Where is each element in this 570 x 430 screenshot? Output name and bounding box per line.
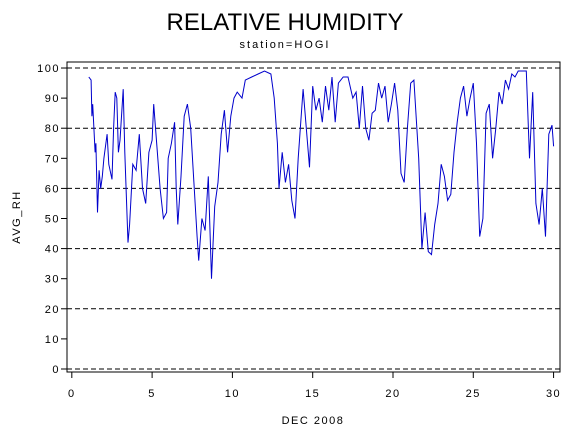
x-axis-label: DEC 2008	[282, 415, 345, 427]
x-tick-label: 10	[225, 388, 240, 400]
y-tick-label: 50	[45, 214, 60, 226]
chart-title: RELATIVE HUMIDITY	[167, 9, 404, 36]
y-tick-label: 80	[45, 123, 60, 135]
x-tick-label: 0	[68, 388, 76, 400]
y-tick-label: 0	[52, 364, 60, 376]
y-tick-label: 10	[45, 334, 60, 346]
x-tick-label: 25	[466, 388, 481, 400]
y-tick-label: 30	[45, 274, 60, 286]
y-tick-label: 20	[45, 304, 60, 316]
x-tick-label: 20	[385, 388, 400, 400]
chart-subtitle: station=HOGI	[240, 39, 331, 51]
x-tick-label: 5	[148, 388, 156, 400]
y-tick-label: 60	[45, 183, 60, 195]
y-tick-label: 40	[45, 244, 60, 256]
x-tick-label: 30	[546, 388, 561, 400]
data-line	[88, 70, 555, 279]
plot-frame	[66, 61, 561, 373]
y-tick-label: 70	[45, 153, 60, 165]
x-tick-label: 15	[305, 388, 320, 400]
y-tick-label: 100	[37, 63, 60, 75]
y-tick-label: 90	[45, 93, 60, 105]
y-axis-label: AVG_RH	[11, 190, 23, 243]
